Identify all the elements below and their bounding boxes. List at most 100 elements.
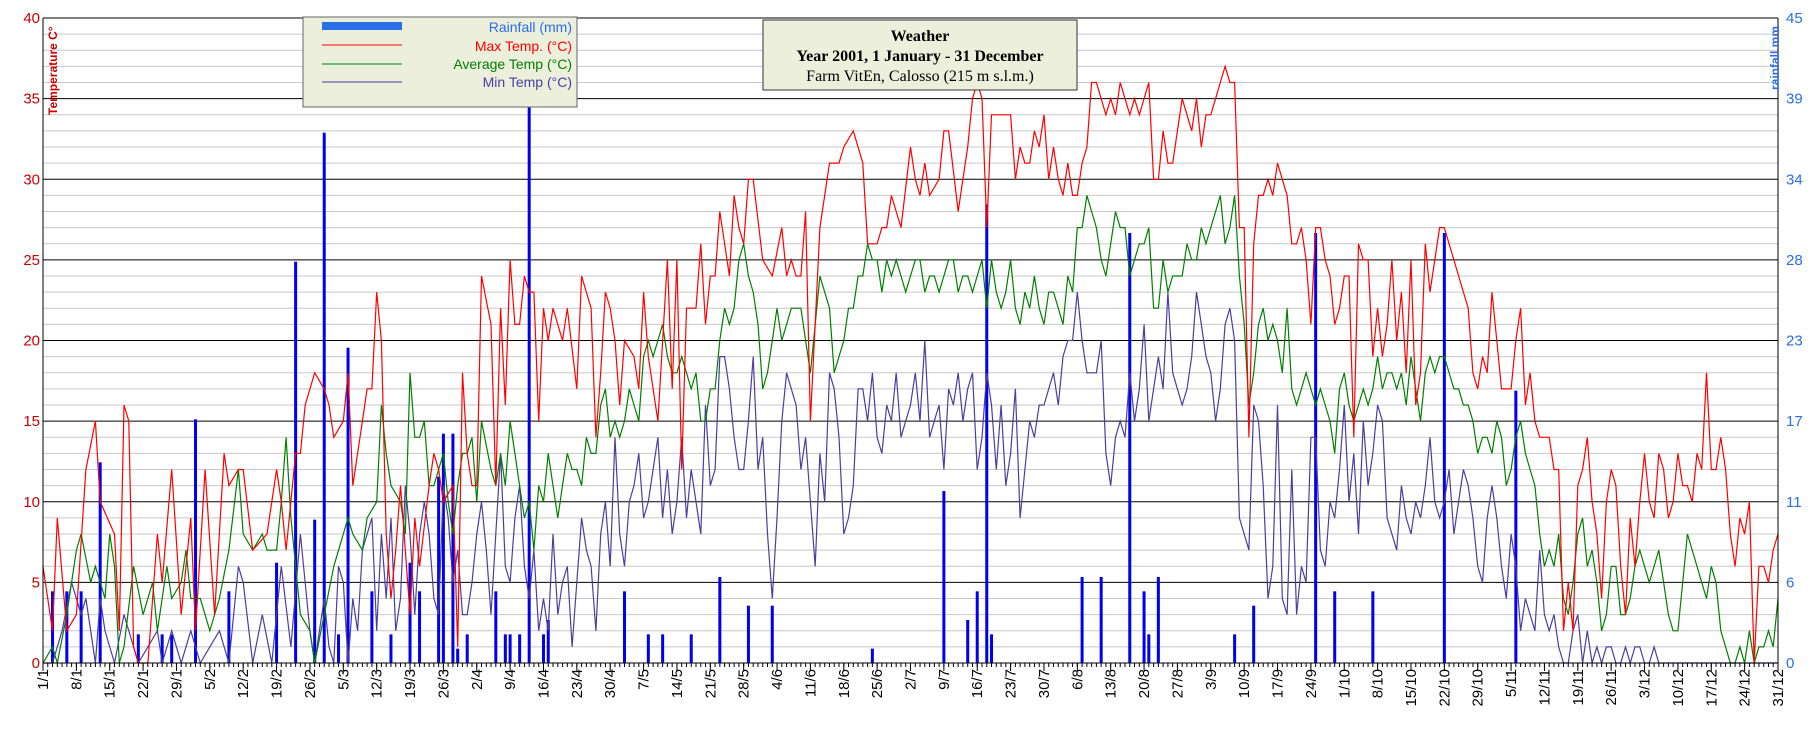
x-tick-label: 26/3 [435,669,452,698]
rainfall-bar [985,204,989,664]
rainfall-bar [337,634,341,663]
rainfall-bar [661,634,665,663]
chart-title: Weather [891,28,950,45]
x-tick-label: 10/12 [1670,669,1687,707]
rainfall-bar [136,634,140,663]
x-tick-label: 1/10 [1336,669,1353,698]
rainfall-bar [623,591,627,663]
rainfall-bar [975,591,979,663]
x-tick-label: 5/11 [1503,669,1520,697]
right-tick-label: 45 [1786,10,1803,27]
x-tick-label: 30/4 [602,669,619,698]
rainfall-bar [1080,577,1084,663]
x-tick-label: 17/9 [1270,669,1287,698]
left-tick-label: 0 [32,655,40,672]
right-tick-label: 23 [1786,333,1803,350]
rainfall-bar [346,347,350,663]
right-tick-label: 6 [1786,574,1794,591]
x-tick-label: 23/7 [1003,669,1020,698]
rainfall-bar [770,605,774,663]
x-tick-label: 7/5 [636,669,653,690]
left-tick-label: 20 [23,333,40,350]
x-tick-label: 15/10 [1403,669,1420,707]
right-tick-label: 11 [1786,494,1802,511]
x-tick-label: 14/5 [669,669,686,698]
left-tick-label: 5 [32,574,40,591]
rainfall-bar [518,634,522,663]
x-tick-label: 27/8 [1169,669,1186,698]
avg-temp-line [42,195,1779,664]
x-tick-label: 9/7 [936,669,953,690]
rainfall-bar [718,577,722,663]
left-tick-label: 30 [23,171,40,188]
left-tick-label: 40 [23,10,40,27]
rainfall-bar [98,462,102,663]
x-tick-label: 31/12 [1770,669,1787,707]
rainfall-bar [990,634,994,663]
chart-caption: Farm VitEn, Calosso (215 m s.l.m.) [806,68,1034,85]
rainfall-bar [322,132,326,663]
rainfall-bar [503,634,507,663]
legend: Rainfall (mm) Max Temp. (°C) Average Tem… [302,16,578,108]
max-temp-line [42,64,1779,664]
x-tick-label: 8/1 [68,669,85,690]
rainfall-bar [1233,634,1237,663]
legend-min-label: Min Temp (°C) [483,74,572,90]
rainfall-bar [418,591,422,663]
x-tick-label: 16/4 [536,669,553,698]
legend-rain-swatch [322,22,402,30]
right-axis-ticks: 0 6 11 17 23 28 34 39 45 [1786,10,1803,672]
left-tick-label: 35 [23,91,40,108]
x-tick-label: 28/5 [736,669,753,698]
right-tick-label: 34 [1786,171,1803,188]
rainfall-bar [689,634,693,663]
x-tick-label: 2/7 [903,669,920,690]
rainfall-bar [389,634,393,663]
rainfall-bar [527,18,531,663]
rainfall-bar [170,634,174,663]
x-tick-label: 12/11 [1536,669,1553,705]
x-axis-ticks: 1/1 8/1 15/1 22/1 29/1 5/2 12/2 19/2 26/2 5/3 12/3… [35,663,1787,707]
x-tick-label: 5/3 [335,669,352,690]
x-tick-label: 3/12 [1637,669,1654,698]
rainfall-bar [508,634,512,663]
rainfall-bar [966,620,970,663]
x-tick-label: 25/6 [869,669,886,698]
x-tick-label: 1/1 [35,669,52,690]
rainfall-bar [546,620,550,663]
rainfall-bar [1371,591,1375,663]
rainfall-bar [942,491,946,663]
x-tick-label: 22/1 [135,669,152,698]
x-tick-label: 9/4 [502,669,519,690]
rainfall-bar [1514,390,1518,663]
x-tick-label: 5/2 [202,669,219,690]
right-tick-label: 28 [1786,252,1803,269]
rainfall-bar [370,591,374,663]
x-tick-label: 24/9 [1303,669,1320,698]
x-tick-label: 19/3 [402,669,419,698]
rainfall-bar [1252,605,1256,663]
min-temp-line [43,292,1778,666]
temperature-lines [42,64,1779,666]
rainfall-bar [451,433,455,663]
x-tick-label: 8/10 [1370,669,1387,698]
rainfall-bar [1147,634,1151,663]
x-tick-label: 13/8 [1103,669,1120,698]
legend-max-label: Max Temp. (°C) [475,38,572,54]
right-tick-label: 17 [1786,413,1803,430]
x-tick-label: 24/12 [1737,669,1754,707]
x-tick-label: 17/12 [1703,669,1720,707]
x-tick-label: 4/6 [769,669,786,690]
right-tick-label: 39 [1786,91,1803,108]
x-tick-label: 15/1 [102,669,119,698]
rainfall-bar [646,634,650,663]
rainfall-bar [1142,591,1146,663]
legend-avg-label: Average Temp (°C) [453,56,572,72]
chart-subtitle: Year 2001, 1 January - 31 December [796,48,1043,65]
rainfall-bar [1099,577,1103,663]
x-tick-label: 26/2 [302,669,319,698]
x-tick-label: 6/8 [1069,669,1086,690]
x-tick-label: 12/3 [369,669,386,698]
x-tick-label: 11/6 [802,669,819,697]
left-axis-title: Temperature C° [46,26,60,115]
